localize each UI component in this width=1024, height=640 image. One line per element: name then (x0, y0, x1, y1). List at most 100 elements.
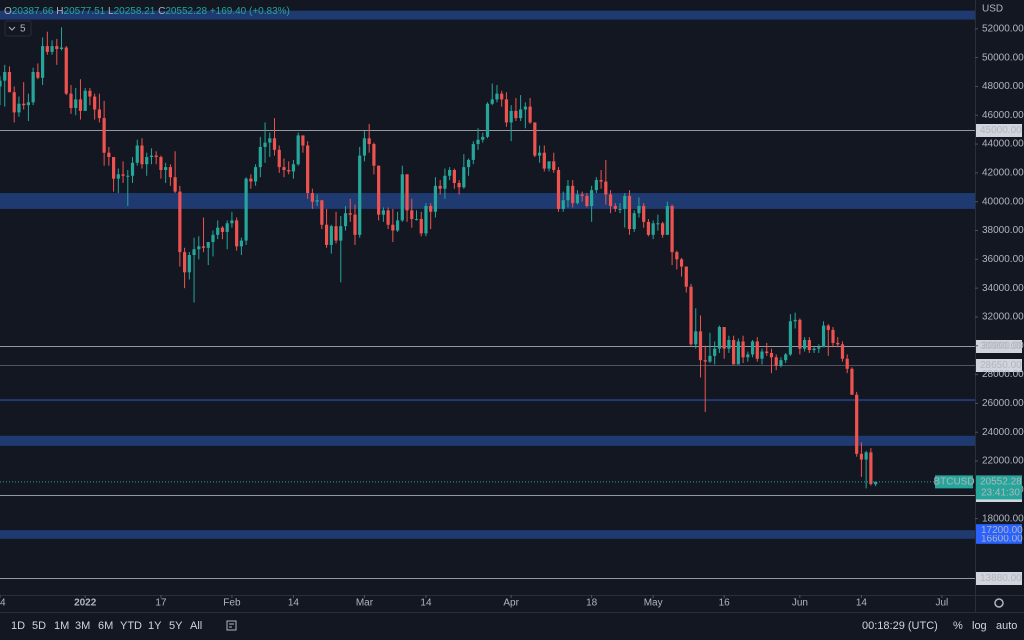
candle-body (414, 218, 419, 220)
candle-body (561, 200, 565, 209)
candle-body (542, 152, 546, 169)
candle-body (708, 355, 712, 362)
candle-body (433, 185, 438, 212)
level-label: 45000.00 (980, 125, 1022, 136)
x-tick-label: 2022 (74, 598, 97, 609)
candle-body (732, 340, 736, 365)
candle-body (831, 329, 835, 343)
candle-body (211, 234, 215, 243)
candle-body (594, 180, 598, 191)
y-tick-label: 30000.00 (982, 340, 1024, 351)
indicator-toggle[interactable] (4, 20, 32, 37)
settings-icon[interactable] (994, 598, 1004, 608)
candle-body (793, 319, 797, 322)
candle-body (490, 99, 494, 104)
candle-body (779, 360, 783, 366)
range-button[interactable]: 5Y (169, 620, 183, 632)
candle-body (395, 220, 400, 231)
candle-body (462, 167, 466, 188)
last-price-label: 20552.28 (980, 477, 1022, 488)
candle-body (339, 226, 343, 241)
candle-body (310, 193, 314, 202)
level-label: 28650.00 (980, 360, 1022, 371)
candle-body (656, 223, 660, 225)
candle-body (774, 357, 778, 366)
candle-body (239, 240, 243, 247)
range-button[interactable]: 1M (54, 620, 69, 632)
candle-body (599, 180, 603, 182)
range-icon[interactable] (226, 620, 237, 631)
range-button[interactable]: 3M (75, 620, 90, 632)
candle-body (788, 321, 793, 355)
zone-label-bg (976, 524, 1022, 536)
y-tick-label: 26000.00 (982, 398, 1024, 409)
range-button[interactable]: All (190, 620, 202, 632)
candle-body (178, 191, 182, 253)
candle-body (45, 46, 49, 52)
candle-body (306, 145, 310, 194)
candle-body (784, 354, 788, 361)
candle-body (519, 109, 523, 119)
candle-body (523, 106, 527, 110)
candle-body (665, 206, 669, 235)
percent-toggle[interactable]: % (953, 620, 963, 632)
candle-body (500, 93, 504, 100)
y-tick-label: 32000.00 (982, 312, 1024, 323)
candle-body (230, 220, 234, 224)
candle-body (623, 195, 627, 209)
y-tick-label: 36000.00 (982, 254, 1024, 265)
candle-body (769, 352, 774, 358)
candle-body (694, 331, 698, 345)
candle-body (717, 327, 722, 349)
label: O (4, 6, 12, 17)
candle-body (552, 161, 556, 170)
level-label-bg (976, 359, 1022, 372)
zone (0, 10, 975, 20)
candle-body (585, 195, 589, 207)
range-button[interactable]: 6M (98, 620, 113, 632)
candle-body (448, 170, 452, 176)
candle-body (0, 80, 2, 87)
y-tick-label: 48000.00 (982, 81, 1024, 92)
candle-body (400, 174, 404, 221)
candle-body (859, 453, 864, 460)
candle-body (812, 348, 816, 351)
indicator-count[interactable]: 5 (20, 24, 26, 35)
candle-body (679, 259, 684, 267)
range-button[interactable]: YTD (120, 620, 142, 632)
candle-body (429, 206, 433, 212)
range-button[interactable]: 1D (11, 620, 25, 632)
candle-body (836, 342, 840, 345)
auto-toggle[interactable]: auto (996, 620, 1017, 632)
candle-body (481, 136, 485, 140)
candle-body (466, 159, 471, 168)
zone-label: 17200.00 (981, 525, 1023, 536)
candle-body (287, 170, 291, 172)
level-label-bg (976, 572, 1022, 585)
log-toggle[interactable]: log (972, 620, 987, 632)
y-tick-label: 24000.00 (982, 427, 1024, 438)
candle-body (840, 344, 845, 359)
level-label-bg (976, 124, 1022, 137)
candle-body (272, 138, 277, 150)
candle-body (864, 452, 868, 460)
candle-body (334, 226, 338, 241)
candle-body (164, 167, 168, 170)
candle-body (253, 167, 258, 182)
y-tick-label: 38000.00 (982, 225, 1024, 236)
toolbar: 00:18:29 (UTC) % log auto 1D 5D 1M 3M 6M YTD 1… (11, 620, 1017, 632)
candle-body (698, 331, 703, 361)
candle-body (69, 93, 73, 109)
high: 20577.51 (64, 6, 106, 17)
candle-body (329, 226, 333, 245)
candle-body (689, 286, 693, 345)
x-tick-label: 14 (288, 598, 300, 609)
candle-body (216, 227, 220, 235)
x-tick-label: Jun (792, 598, 808, 609)
range-button[interactable]: 5D (32, 620, 46, 632)
range-button[interactable]: 1Y (148, 620, 162, 632)
y-tick-label: 44000.00 (982, 139, 1024, 150)
candle-body (36, 72, 40, 78)
